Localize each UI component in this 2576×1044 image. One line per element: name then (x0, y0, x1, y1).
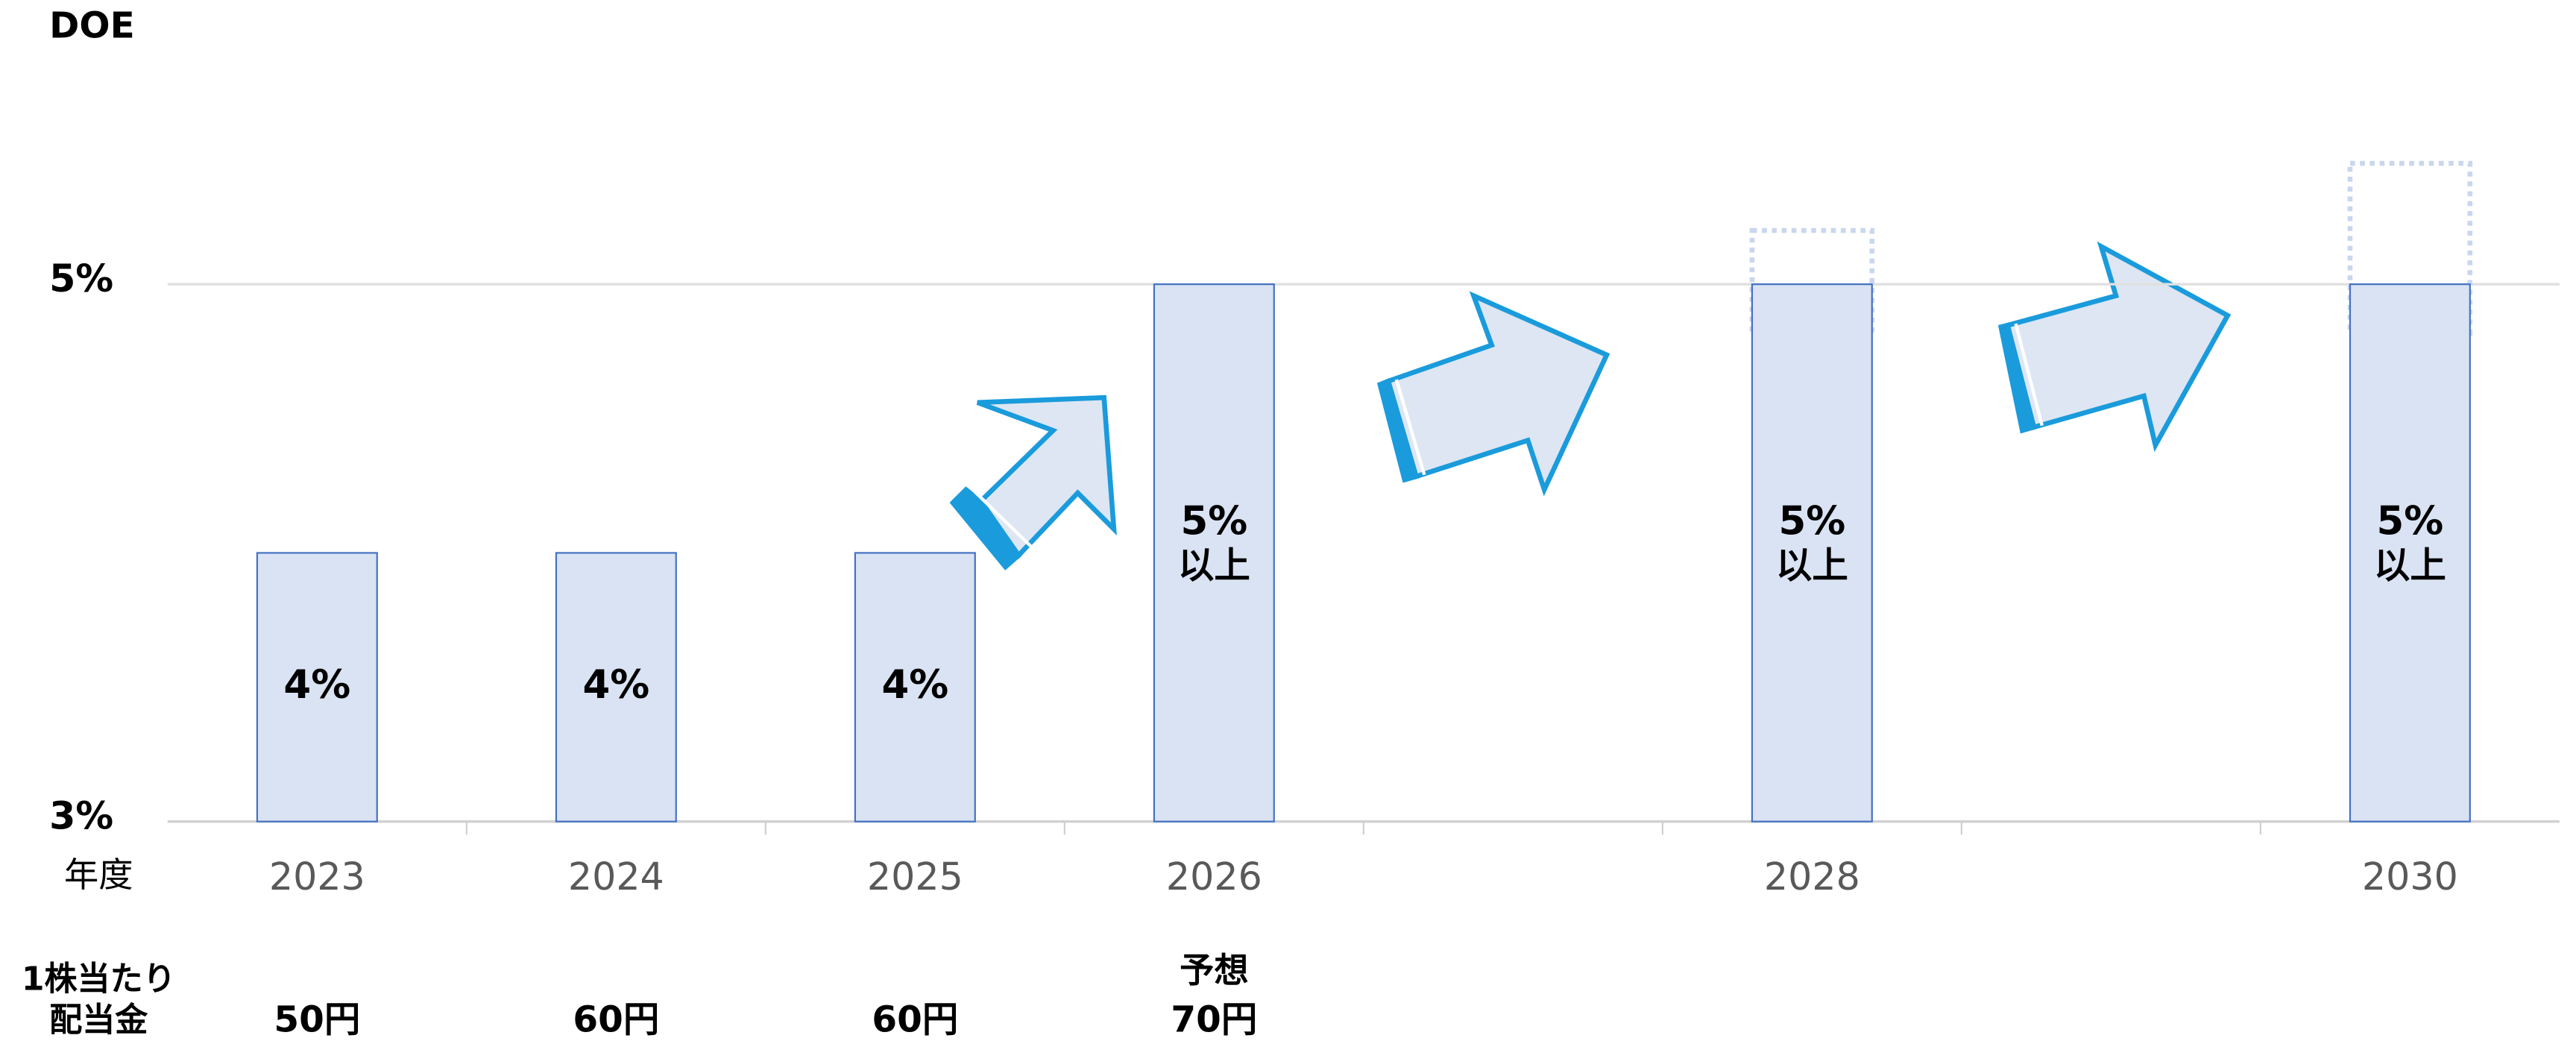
arrow (949, 241, 2232, 570)
data-label: 4% (283, 662, 350, 708)
dividend-value: 60円 (573, 999, 659, 1040)
x-tick-label: 2030 (2362, 855, 2458, 899)
y-tick-label: 3% (49, 793, 113, 837)
data-label: 5% (1778, 498, 1845, 544)
bar (854, 552, 976, 823)
data-label: 5% (1180, 498, 1247, 544)
upside-box (1749, 227, 1875, 336)
x-tick-label: 2028 (1764, 855, 1860, 899)
row-label: 1株当たり (22, 960, 176, 998)
dividend-value: 70円 (1171, 999, 1257, 1040)
data-label: 4% (881, 662, 948, 708)
data-label-note: 以上 (2374, 544, 2446, 586)
row-label: 配当金 (49, 1001, 148, 1039)
bar (555, 552, 677, 823)
x-tick-label: 2026 (1166, 855, 1262, 899)
x-tick-label: 2023 (269, 855, 365, 899)
dividend-note: 予想 (1180, 950, 1249, 990)
y-tick-label: 5% (49, 257, 113, 301)
dividend-value: 60円 (872, 999, 958, 1040)
data-label: 5% (2376, 498, 2443, 544)
bar (256, 552, 378, 823)
y-axis-label: DOE (49, 4, 135, 46)
bar (1751, 283, 1873, 823)
x-tick-label: 2025 (867, 855, 963, 899)
bar (2349, 283, 2471, 823)
x-axis-label: 年度 (64, 855, 133, 895)
bar (1153, 283, 1275, 823)
data-label-note: 以上 (1776, 544, 1848, 586)
dividend-value: 50円 (274, 999, 360, 1040)
data-label-note: 以上 (1178, 544, 1250, 586)
data-label: 4% (582, 662, 649, 708)
x-tick-label: 2024 (568, 855, 664, 899)
upside-box (2347, 160, 2473, 336)
